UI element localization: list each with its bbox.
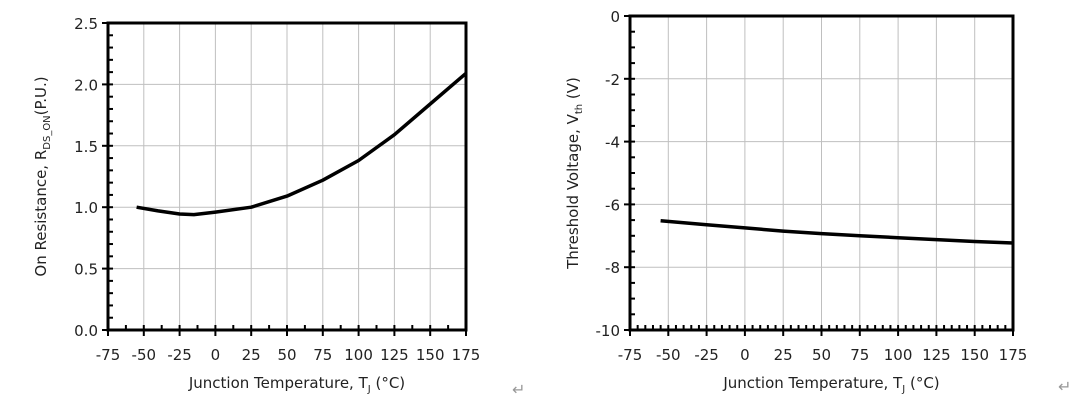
x-tick-label: -25 (694, 346, 719, 364)
x-axis-label: Junction Temperature, TJ (°C) (722, 374, 939, 395)
y-tick-label: -8 (605, 259, 620, 277)
x-tick-label: 25 (242, 346, 261, 364)
x-tick-label: 175 (452, 346, 481, 364)
series-line (136, 71, 468, 217)
x-tick-label: -50 (132, 346, 157, 364)
chart-1: -75 -50 -25 0 25 50 75 100 125 150 175 0.0 0.5 1.0 1.5… (32, 15, 525, 399)
y-tick-label: 0 (610, 8, 620, 26)
x-tick-label: -50 (656, 346, 681, 364)
y-tick-label: -10 (596, 322, 621, 340)
return-mark: ↵ (1058, 377, 1071, 396)
x-tick-label: 150 (960, 346, 989, 364)
y-tick-label: 2.0 (74, 76, 98, 94)
x-tick-label: 175 (999, 346, 1028, 364)
x-tick-label: 25 (774, 346, 793, 364)
x-tick-label: 0 (211, 346, 221, 364)
y-axis-label: On Resistance, RDS_ON(P.U.) (32, 76, 53, 276)
y-tick-label: 0.0 (74, 322, 98, 340)
y-axis-label: Threshold Voltage, Vth (V) (564, 77, 585, 270)
x-axis-label: Junction Temperature, TJ (°C) (188, 374, 405, 395)
y-tick-label: -6 (605, 196, 620, 214)
x-tick-label: -75 (96, 346, 121, 364)
x-tick-label: 100 (344, 346, 373, 364)
x-tick-label: 150 (416, 346, 445, 364)
x-tick-label: -75 (618, 346, 643, 364)
x-tick-label: 75 (313, 346, 332, 364)
y-tick-label: -2 (605, 71, 620, 89)
x-tick-label: -25 (167, 346, 192, 364)
x-tick-label: 50 (277, 346, 296, 364)
x-tick-label: 100 (884, 346, 913, 364)
x-tick-label: 50 (812, 346, 831, 364)
y-tick-label: 0.5 (74, 261, 98, 279)
y-tick-label: 1.5 (74, 138, 98, 156)
chart-2: -75 -50 -25 0 25 50 75 100 125 150 175 -10 -8 -6 -4 -2 0… (564, 8, 1071, 396)
x-tick-label: 75 (850, 346, 869, 364)
x-tick-label: 125 (922, 346, 951, 364)
y-tick-label: -4 (605, 134, 620, 152)
x-tick-label: 0 (740, 346, 750, 364)
y-tick-label: 1.0 (74, 199, 98, 217)
return-mark: ↵ (512, 380, 525, 399)
series-line (660, 218, 1014, 245)
y-tick-label: 2.5 (74, 15, 98, 33)
x-tick-label: 125 (380, 346, 409, 364)
